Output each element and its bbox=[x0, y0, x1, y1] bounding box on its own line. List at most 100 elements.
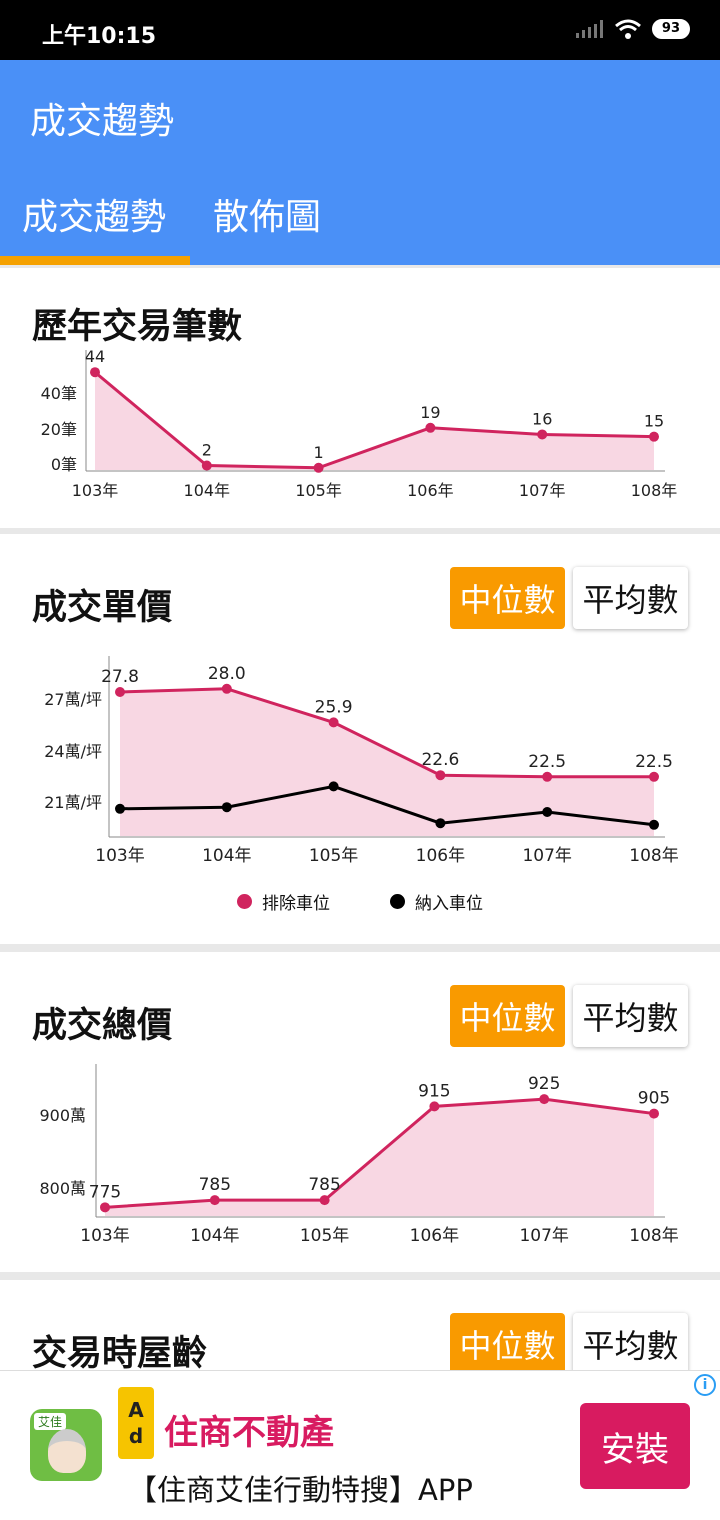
y-tick-label: 24萬/坪 bbox=[44, 742, 102, 761]
statistic-toggle: 中位數 平均數 bbox=[450, 567, 688, 629]
data-point bbox=[425, 422, 436, 433]
median-button[interactable]: 中位數 bbox=[450, 1313, 565, 1375]
x-tick-label: 107年 bbox=[519, 1226, 568, 1246]
ad-install-button[interactable]: 安裝 bbox=[580, 1403, 690, 1489]
data-label: 775 bbox=[89, 1182, 121, 1202]
card-title: 成交總價 bbox=[32, 1006, 173, 1046]
tab-bar: 成交趨勢 散佈圖 bbox=[0, 180, 720, 265]
data-point bbox=[221, 683, 232, 694]
legend-label: 排除車位 bbox=[262, 894, 330, 914]
data-point bbox=[100, 1202, 110, 1213]
data-point bbox=[537, 429, 548, 440]
x-tick-label: 106年 bbox=[407, 481, 454, 500]
ad-title[interactable]: 住商不動產 bbox=[164, 1413, 334, 1453]
transaction-count-card: 歷年交易筆數 0筆 20筆 40筆 103年 104年 105年 106年 107年 108年 4… bbox=[0, 268, 720, 528]
y-tick-label: 20筆 bbox=[41, 420, 77, 439]
series-line bbox=[104, 1097, 655, 1209]
total-price-card: 成交總價 中位數 平均數 800萬 900萬 103年 104年 105年 106年 107… bbox=[0, 952, 720, 1272]
x-tick-label: 103年 bbox=[95, 846, 144, 866]
y-tick-label: 40筆 bbox=[41, 384, 77, 403]
data-label: 16 bbox=[532, 409, 552, 428]
series-area bbox=[95, 372, 654, 470]
tab-scatter[interactable]: 散佈圖 bbox=[213, 197, 322, 238]
house-age-card: 交易時屋齡 中位數 平均數 bbox=[0, 1280, 720, 1380]
x-tick-label: 105年 bbox=[295, 481, 342, 500]
median-button[interactable]: 中位數 bbox=[450, 567, 565, 629]
data-label: 22.6 bbox=[421, 750, 459, 770]
app-title: 成交趨勢 bbox=[30, 101, 175, 142]
data-point bbox=[542, 771, 553, 782]
data-label: 2 bbox=[202, 441, 212, 460]
series-area bbox=[105, 1099, 654, 1216]
data-point bbox=[429, 1101, 440, 1112]
ad-logo-tag: 艾佳 bbox=[34, 1413, 67, 1430]
ad-badge: A d bbox=[118, 1387, 154, 1459]
app-bar: 成交趨勢 成交趨勢 散佈圖 bbox=[0, 60, 720, 265]
card-title: 成交單價 bbox=[32, 588, 173, 628]
ad-info-icon[interactable]: i bbox=[694, 1374, 716, 1396]
ad-badge-d: d bbox=[128, 1424, 144, 1448]
data-label: 925 bbox=[528, 1074, 560, 1094]
data-label: 22.5 bbox=[635, 752, 673, 772]
data-label: 1 bbox=[314, 443, 324, 462]
data-label: 27.8 bbox=[101, 667, 139, 687]
chart-legend: 排除車位 納入車位 bbox=[0, 889, 720, 914]
data-point bbox=[313, 462, 324, 473]
mean-button[interactable]: 平均數 bbox=[573, 567, 688, 629]
data-point bbox=[209, 1195, 220, 1206]
x-tick-label: 104年 bbox=[202, 846, 251, 866]
ad-badge-a: A bbox=[128, 1398, 144, 1422]
transaction-count-chart: 0筆 20筆 40筆 103年 104年 105年 106年 107年 108年 44 2 1 19 16… bbox=[41, 347, 678, 500]
status-icons: 93 bbox=[575, 18, 690, 40]
legend-dot-icon bbox=[237, 894, 252, 909]
y-tick-label: 21萬/坪 bbox=[44, 793, 102, 812]
legend-item[interactable]: 排除車位 bbox=[237, 889, 330, 914]
series-line bbox=[94, 371, 655, 470]
data-point bbox=[649, 771, 659, 782]
status-bar: 上午10:15 93 bbox=[0, 0, 720, 60]
signal-icon bbox=[575, 20, 603, 38]
card-title: 交易時屋齡 bbox=[32, 1334, 208, 1374]
x-tick-label: 103年 bbox=[80, 1226, 129, 1246]
x-tick-label: 108年 bbox=[629, 1226, 678, 1246]
data-point bbox=[115, 687, 125, 697]
ad-app-icon[interactable]: 艾佳 bbox=[30, 1409, 102, 1481]
legend-item[interactable]: 納入車位 bbox=[390, 889, 483, 914]
x-tick-label: 103年 bbox=[72, 481, 119, 500]
x-tick-label: 108年 bbox=[631, 481, 678, 500]
statistic-toggle: 中位數 平均數 bbox=[450, 1313, 688, 1375]
data-point bbox=[649, 1108, 659, 1119]
x-tick-label: 107年 bbox=[519, 481, 566, 500]
ad-subtitle: 【住商艾佳行動特搜】APP bbox=[128, 1473, 473, 1507]
battery-indicator: 93 bbox=[651, 19, 690, 39]
x-tick-label: 104年 bbox=[184, 481, 231, 500]
data-point bbox=[649, 819, 659, 830]
data-point bbox=[435, 818, 446, 829]
x-tick-label: 105年 bbox=[300, 1226, 349, 1246]
data-point bbox=[90, 367, 100, 378]
mean-button[interactable]: 平均數 bbox=[573, 1313, 688, 1375]
x-tick-label: 107年 bbox=[522, 846, 571, 866]
y-tick-label: 0筆 bbox=[51, 455, 77, 474]
mean-button[interactable]: 平均數 bbox=[573, 985, 688, 1047]
series-line bbox=[119, 784, 655, 827]
tab-indicator bbox=[0, 256, 190, 265]
y-tick-label: 900萬 bbox=[39, 1106, 86, 1125]
data-point bbox=[328, 781, 339, 792]
tab-trend[interactable]: 成交趨勢 bbox=[22, 197, 167, 238]
data-point bbox=[539, 1094, 550, 1105]
x-tick-label: 106年 bbox=[416, 846, 465, 866]
ad-banner[interactable]: 艾佳 A d 住商不動產 【住商艾佳行動特搜】APP 安裝 i bbox=[0, 1370, 720, 1520]
x-tick-label: 105年 bbox=[309, 846, 358, 866]
data-point bbox=[542, 807, 553, 817]
status-time: 上午10:15 bbox=[42, 24, 157, 49]
data-label: 915 bbox=[418, 1081, 450, 1101]
data-point bbox=[115, 803, 125, 814]
data-label: 19 bbox=[420, 403, 440, 422]
data-label: 785 bbox=[308, 1175, 340, 1195]
median-button[interactable]: 中位數 bbox=[450, 985, 565, 1047]
card-title: 歷年交易筆數 bbox=[32, 307, 243, 347]
statistic-toggle: 中位數 平均數 bbox=[450, 985, 688, 1047]
data-label: 905 bbox=[638, 1089, 670, 1109]
total-price-chart: 800萬 900萬 103年 104年 105年 106年 107年 108年 775 785 78… bbox=[39, 1064, 679, 1246]
